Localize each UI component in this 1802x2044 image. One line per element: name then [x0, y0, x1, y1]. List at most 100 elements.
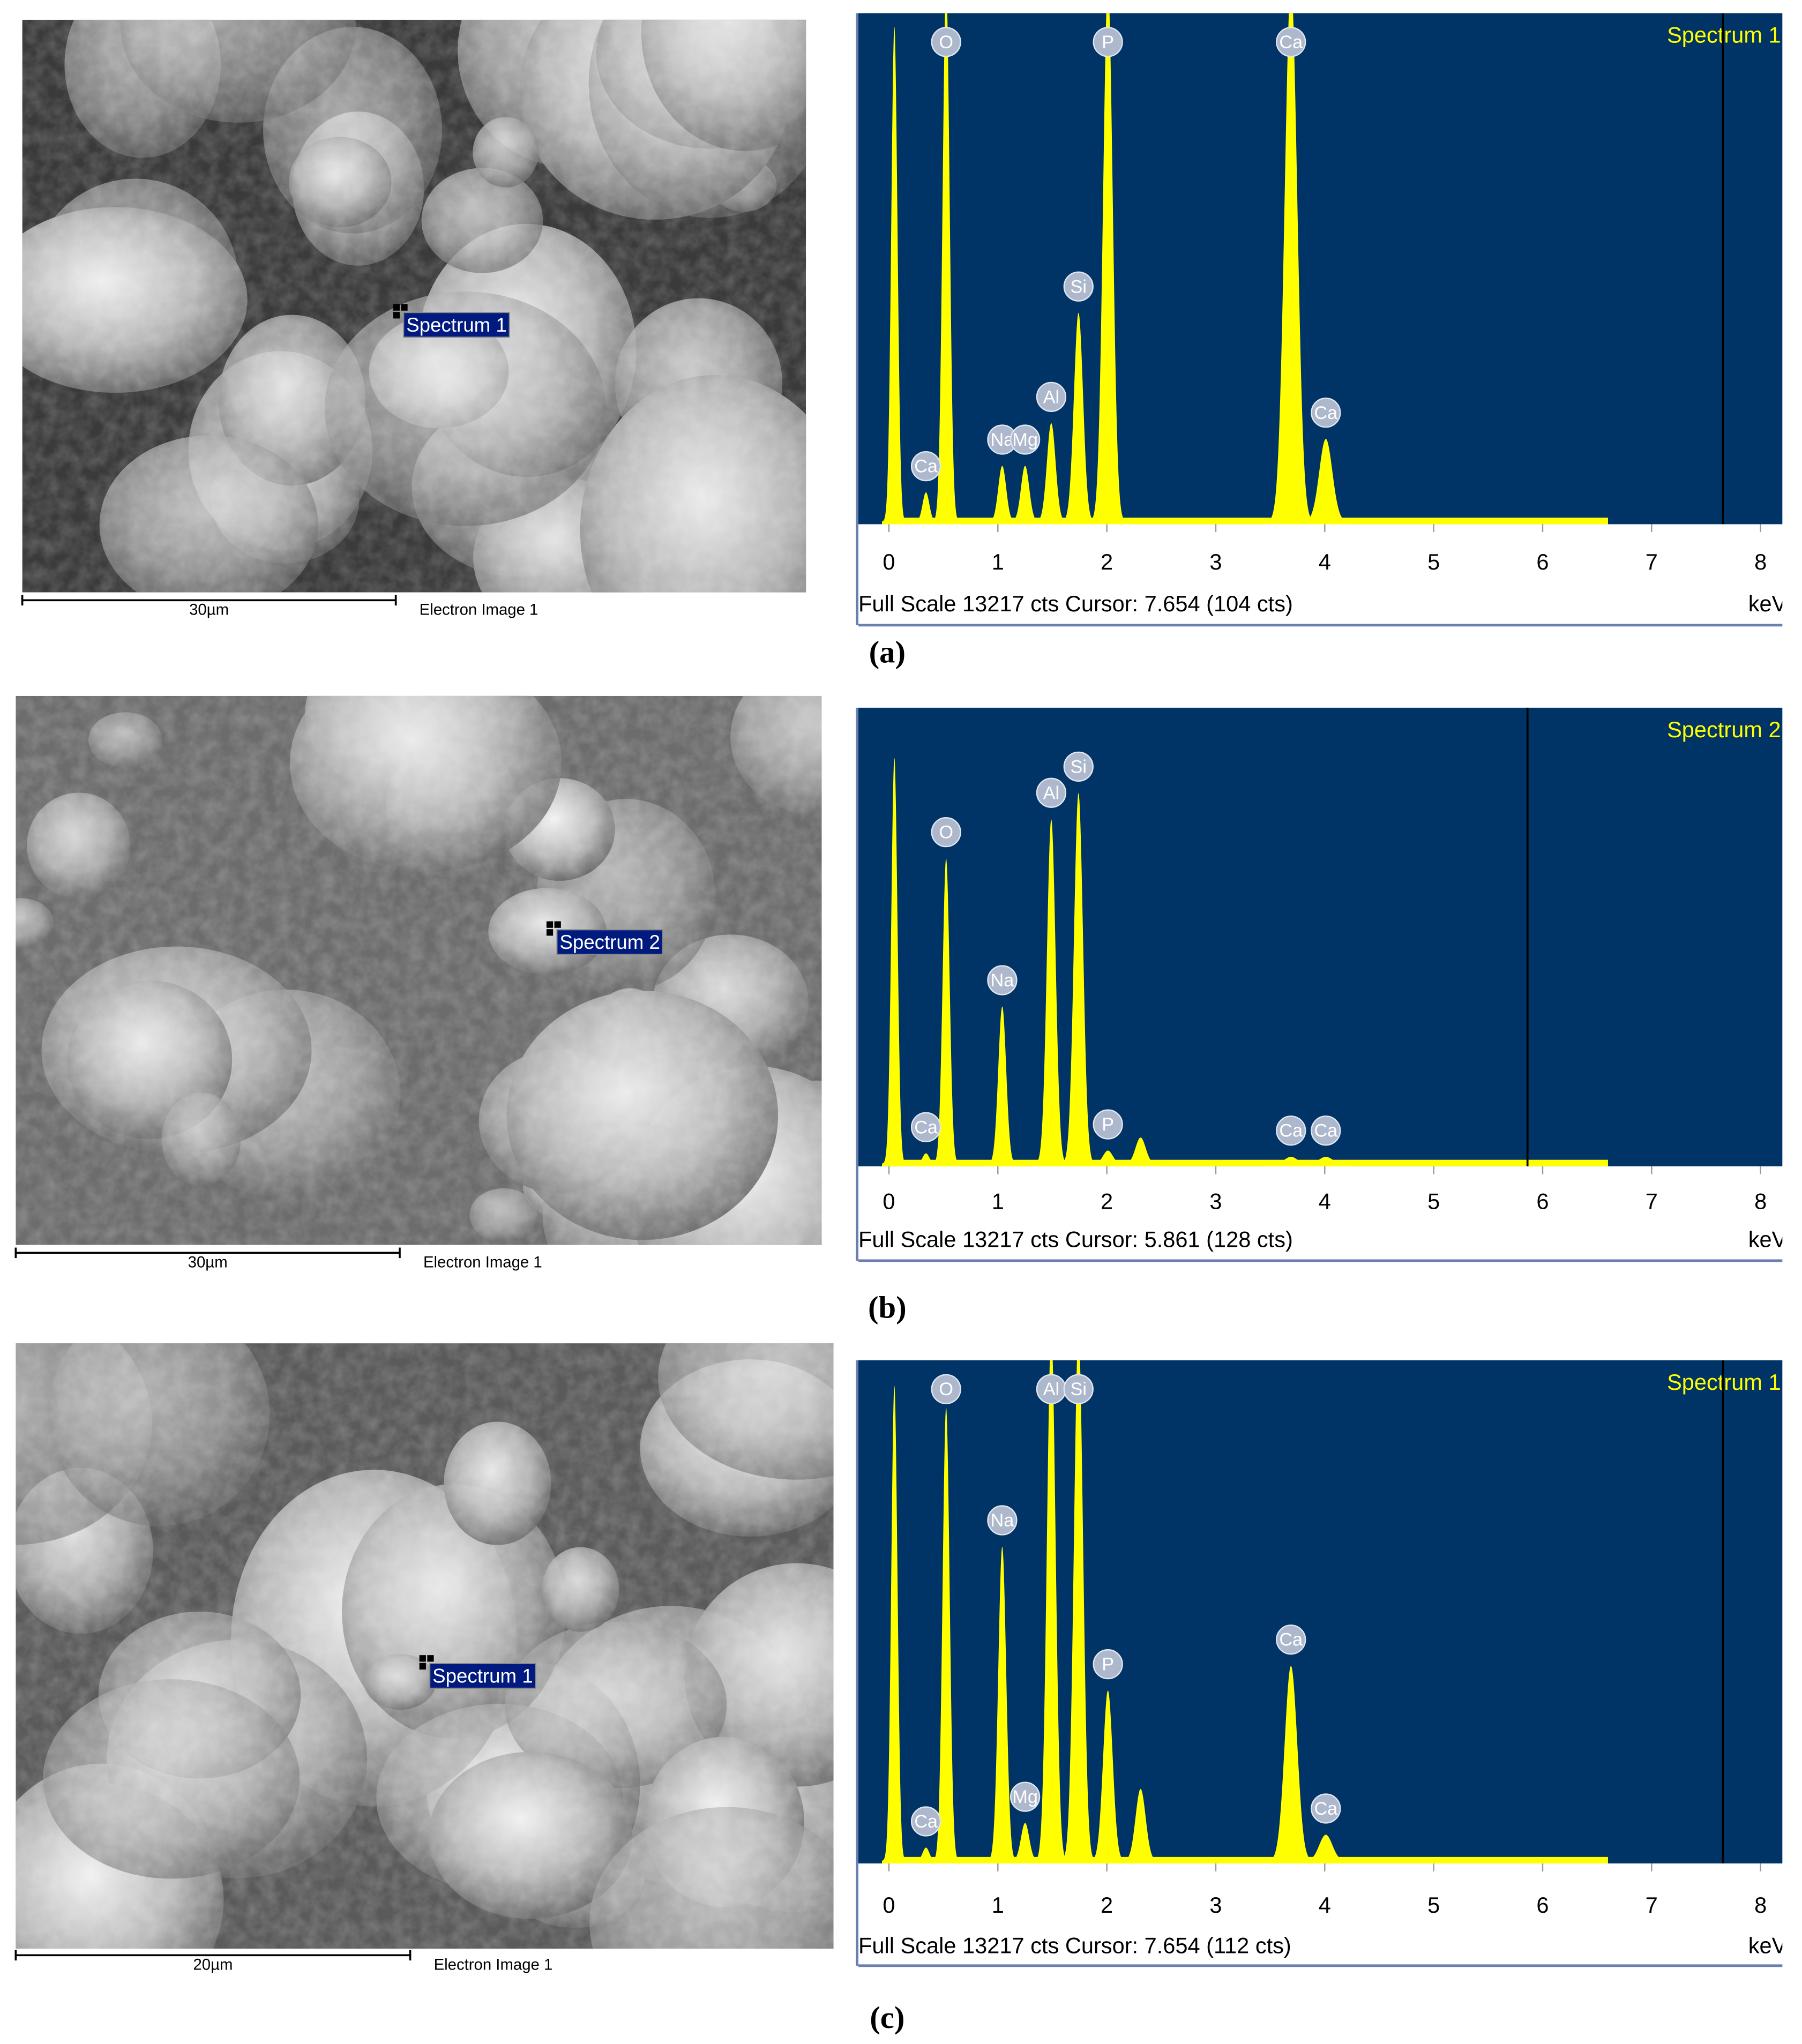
peak	[1060, 312, 1097, 525]
peak	[1008, 466, 1042, 525]
peak	[1120, 1137, 1161, 1166]
axis-area	[858, 1863, 1783, 1935]
peak	[1060, 1360, 1097, 1864]
peak	[1299, 1835, 1352, 1864]
peak	[1088, 13, 1127, 525]
peak-label-badge	[1276, 1624, 1306, 1655]
x-tick-label: 0	[883, 1892, 895, 1918]
right-edge-mask	[1782, 1929, 1802, 1966]
peak	[1120, 1788, 1161, 1864]
sem-image	[16, 695, 822, 1245]
peak-label-badge	[1063, 751, 1094, 782]
peak-label: Mg	[1012, 1787, 1038, 1807]
peak	[882, 758, 907, 1166]
peak	[1266, 13, 1317, 525]
peak-label: Ca	[1314, 403, 1338, 423]
spot-marker	[546, 921, 554, 928]
x-tick-label: 0	[883, 1188, 895, 1214]
scale-bar-label: 30µm	[188, 1254, 228, 1271]
right-edge-mask	[1782, 1223, 1802, 1260]
x-tick-label: 2	[1101, 549, 1113, 574]
spot-marker	[393, 312, 400, 319]
x-tick-label: 6	[1536, 1892, 1549, 1918]
peak-label-badge	[1276, 27, 1306, 57]
x-tick-label: 6	[1536, 1188, 1549, 1214]
spot-label-box	[556, 929, 663, 955]
peak-label: Ca	[914, 456, 938, 477]
peak-label: O	[939, 822, 953, 843]
x-tick-label: 3	[1209, 549, 1222, 574]
peak-label-badge	[987, 965, 1018, 995]
peak-label-badge	[910, 1806, 941, 1837]
peak-label-badge	[1063, 271, 1094, 302]
scale-bar-label: 20µm	[193, 1956, 233, 1974]
x-tick-label: 2	[1101, 1892, 1113, 1918]
peak-label: Ca	[914, 1811, 938, 1832]
peak	[932, 1407, 960, 1864]
peak-label: Al	[1043, 387, 1059, 407]
peak-label: Ca	[1314, 1799, 1338, 1819]
spectrum: Spectrum 1	[882, 1360, 1781, 1864]
x-tick-label: 4	[1319, 1892, 1331, 1918]
x-tick-label: 8	[1754, 549, 1767, 574]
spot-marker	[546, 929, 554, 936]
peak	[913, 492, 940, 525]
peak-label: Al	[1043, 783, 1059, 803]
peak-label-badge	[1093, 1649, 1123, 1680]
peak-label: Ca	[1279, 32, 1303, 53]
peak-label-badge	[987, 1505, 1018, 1536]
peak-label-badge	[931, 27, 961, 57]
axis-area	[858, 1166, 1783, 1228]
peak-label-badge	[1311, 1793, 1341, 1824]
spot-marker	[393, 304, 400, 311]
panel-label: (c)	[870, 2000, 904, 2035]
peak-label-badge	[1093, 1109, 1123, 1140]
x-tick-label: 1	[992, 1892, 1004, 1918]
peak-label: P	[1102, 32, 1114, 53]
x-tick-label: 1	[992, 549, 1004, 574]
x-tick-label: 5	[1427, 1892, 1440, 1918]
peak-label: Na	[991, 970, 1015, 991]
texture	[22, 19, 806, 593]
texture	[16, 695, 822, 1245]
peak	[1008, 1823, 1042, 1864]
spot-label: Spectrum 1	[432, 1665, 533, 1687]
x-tick-label: 3	[1209, 1892, 1222, 1918]
peak	[1088, 1150, 1127, 1166]
spot-marker	[401, 304, 408, 311]
peak-label-badge	[910, 451, 941, 482]
peak	[932, 13, 960, 525]
peak-label: O	[939, 32, 953, 53]
peak	[1034, 423, 1069, 525]
peak-label-badge	[910, 1112, 941, 1142]
x-tick-label: 7	[1646, 1892, 1658, 1918]
peak-label: Si	[1071, 276, 1087, 297]
peak	[1088, 1690, 1127, 1864]
spectrum-title: Spectrum 2	[1667, 717, 1781, 742]
x-tick-label: 7	[1646, 549, 1658, 574]
peak	[986, 1006, 1018, 1166]
x-tick-label: 4	[1319, 549, 1331, 574]
spot-marker	[419, 1655, 426, 1662]
x-tick-label: 5	[1427, 1188, 1440, 1214]
x-tick-label: 1	[992, 1188, 1004, 1214]
peak-label: Na	[991, 1510, 1015, 1531]
peak-label-badge	[1036, 381, 1067, 412]
spectrum-title: Spectrum 1	[1667, 23, 1781, 48]
x-tick-label: 0	[883, 549, 895, 574]
x-tick-label: 5	[1427, 549, 1440, 574]
peak-label: P	[1102, 1114, 1114, 1135]
peak-label: Al	[1043, 1379, 1059, 1399]
peak-label: Si	[1071, 757, 1087, 777]
peak-label-badge	[931, 1374, 961, 1404]
sem-image	[22, 19, 806, 593]
spot-label-box	[403, 312, 510, 338]
x-axis-label: keV	[1748, 591, 1787, 616]
peak-label-badge	[1010, 1781, 1041, 1812]
peak-label-badge	[1036, 777, 1067, 808]
image-caption: Electron Image 1	[420, 601, 539, 619]
peak-label-badge	[931, 817, 961, 848]
right-edge-mask	[1782, 587, 1802, 624]
peak-label-badge	[1093, 27, 1123, 57]
